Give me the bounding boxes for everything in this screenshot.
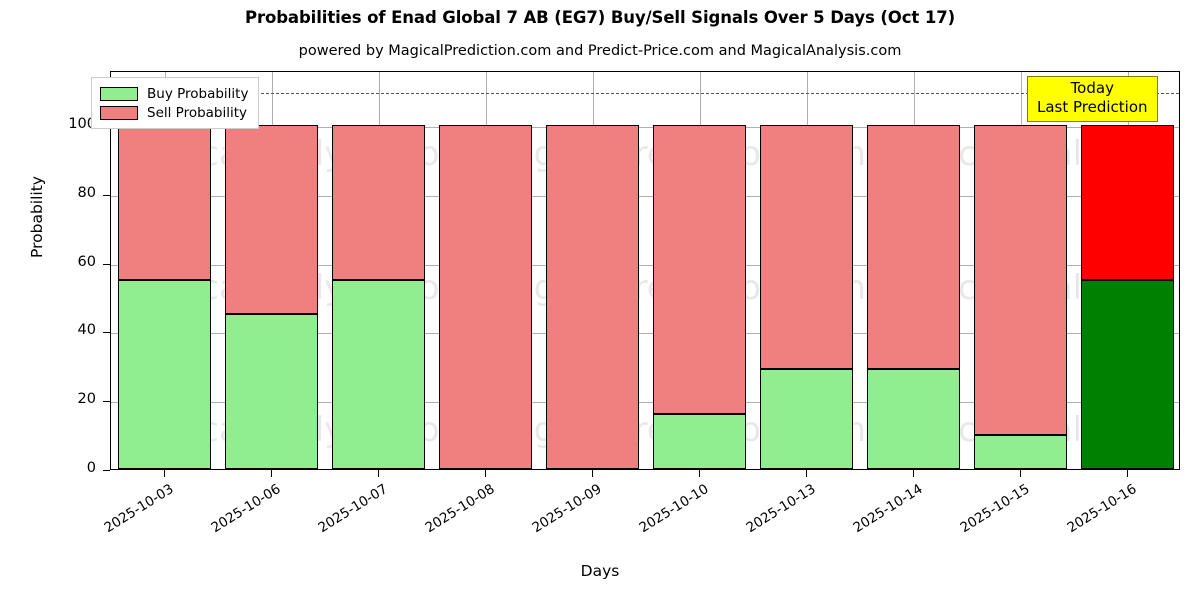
bar-segment-buy[interactable]: [653, 413, 746, 469]
bar-segment-buy[interactable]: [118, 279, 211, 469]
chart-subtitle: powered by MagicalPrediction.com and Pre…: [298, 43, 902, 59]
reference-line: [111, 92, 1179, 94]
bar-segment-sell[interactable]: [974, 125, 1067, 435]
bar-group[interactable]: [546, 72, 639, 469]
gridline-horizontal: [111, 264, 1179, 266]
x-tick-label: 2025-10-15: [956, 481, 1032, 537]
y-tick-mark: [103, 470, 110, 471]
bar-segment-sell[interactable]: [760, 125, 853, 370]
gridline-horizontal: [111, 402, 1179, 404]
x-tick-mark: [164, 470, 165, 477]
x-tick-mark: [271, 470, 272, 477]
y-tick-mark: [103, 401, 110, 403]
x-tick-label: 2025-10-09: [528, 481, 604, 537]
x-tick-mark: [485, 470, 486, 477]
x-tick-label: 2025-10-03: [100, 481, 176, 537]
bar-group[interactable]: [653, 72, 746, 469]
legend-swatch-icon: [100, 105, 138, 120]
today-annotation-box: Today Last Prediction: [1027, 76, 1158, 122]
bar-group[interactable]: [760, 72, 853, 469]
y-tick-label: 20: [77, 391, 96, 408]
bar-segment-buy[interactable]: [225, 314, 318, 469]
bar-segment-buy[interactable]: [867, 369, 960, 469]
page-title: Probabilities of Enad Global 7 AB (EG7) …: [244, 8, 956, 27]
y-tick-mark: [103, 263, 110, 265]
y-tick-label: 80: [77, 184, 96, 201]
bar-segment-sell[interactable]: [332, 125, 425, 280]
bar-group[interactable]: [974, 72, 1067, 469]
gridline-horizontal: [111, 127, 1179, 129]
bar-segment-buy[interactable]: [1081, 279, 1174, 469]
bar-group[interactable]: [332, 72, 425, 469]
x-tick-label: 2025-10-14: [849, 481, 925, 537]
y-tick-mark: [103, 194, 110, 196]
bar-group[interactable]: [225, 72, 318, 469]
bar-segment-sell[interactable]: [546, 125, 639, 469]
x-tick-mark: [1127, 470, 1128, 477]
x-tick-label: 2025-10-16: [1063, 481, 1139, 537]
y-axis-label: Probability: [28, 176, 46, 258]
legend-item-label: Buy Probability: [147, 85, 249, 102]
y-tick-label: 40: [77, 322, 96, 339]
legend-item[interactable]: Buy Probability: [100, 84, 248, 103]
bar-group[interactable]: [867, 72, 960, 469]
bar-segment-buy[interactable]: [332, 279, 425, 469]
bar-segment-sell[interactable]: [439, 125, 532, 469]
plot-area: MagicalAnalysis.com MagicalPrediction.co…: [110, 71, 1180, 470]
bar-segment-sell[interactable]: [118, 125, 211, 280]
y-tick-label: 100: [68, 116, 96, 133]
y-tick-mark: [103, 332, 110, 334]
gridline-horizontal: [111, 195, 1179, 197]
bar-segment-sell[interactable]: [225, 125, 318, 315]
legend-item[interactable]: Sell Probability: [100, 103, 248, 122]
legend-swatch-icon: [100, 86, 138, 101]
x-tick-label: 2025-10-10: [635, 481, 711, 537]
bar-group[interactable]: [439, 72, 532, 469]
x-tick-mark: [806, 470, 807, 477]
bar-group[interactable]: [1081, 72, 1174, 469]
bar-segment-sell[interactable]: [1081, 125, 1174, 280]
x-tick-label: 2025-10-06: [207, 481, 283, 537]
y-tick-label: 0: [86, 460, 96, 476]
x-tick-mark: [699, 470, 700, 477]
x-tick-mark: [913, 470, 914, 477]
today-annotation-line1: Today: [1070, 79, 1114, 97]
plot-inner: MagicalAnalysis.com MagicalPrediction.co…: [111, 72, 1179, 469]
legend-item-label: Sell Probability: [147, 104, 248, 121]
x-tick-label: 2025-10-07: [314, 481, 390, 537]
x-tick-mark: [1020, 470, 1021, 477]
x-tick-mark: [378, 470, 379, 477]
x-tick-label: 2025-10-08: [421, 481, 497, 537]
gridline-horizontal: [111, 333, 1179, 335]
y-tick-label: 60: [77, 253, 96, 270]
x-axis-label: Days: [580, 562, 620, 580]
x-tick-label: 2025-10-13: [742, 481, 818, 537]
bar-segment-sell[interactable]: [867, 125, 960, 370]
bar-segment-buy[interactable]: [760, 369, 853, 469]
chart-legend: Buy Probability Sell Probability: [91, 77, 260, 129]
bar-group[interactable]: [118, 72, 211, 469]
x-tick-mark: [592, 470, 593, 477]
bar-segment-sell[interactable]: [653, 125, 746, 414]
today-annotation-line2: Last Prediction: [1037, 98, 1148, 116]
bar-segment-buy[interactable]: [974, 434, 1067, 469]
